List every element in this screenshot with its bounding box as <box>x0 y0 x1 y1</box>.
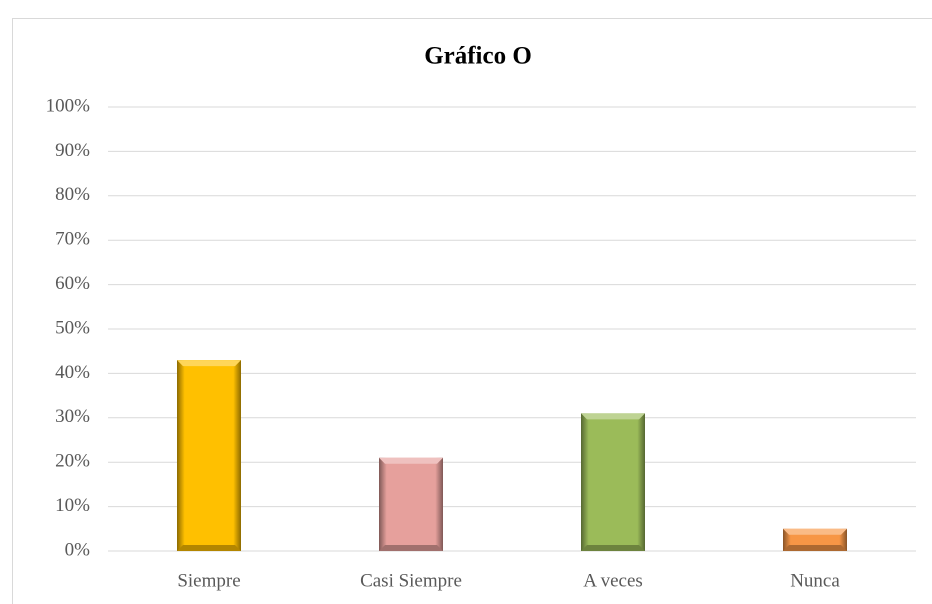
y-tick-label: 90% <box>55 140 90 161</box>
bar-bevel-bottom <box>581 545 645 551</box>
bar-bevel-top <box>379 457 443 464</box>
bar-bevel-top <box>177 360 241 367</box>
y-tick-label: 80% <box>55 184 90 205</box>
y-tick-label: 30% <box>55 406 90 427</box>
bar <box>177 360 241 551</box>
y-tick-label: 40% <box>55 362 90 383</box>
y-tick-label: 50% <box>55 317 90 338</box>
bar-bevel-bottom <box>379 545 443 551</box>
bar-bevel-bottom <box>177 545 241 551</box>
bar <box>581 413 645 551</box>
y-tick-label: 0% <box>65 539 91 560</box>
bar-bevel-bottom <box>783 545 847 551</box>
chart-title: Gráfico O <box>424 43 532 70</box>
y-tick-label: 70% <box>55 229 90 250</box>
bar-bevel-top <box>783 528 847 535</box>
x-tick-label: Siempre <box>177 570 240 591</box>
x-tick-label: A veces <box>583 570 643 591</box>
y-tick-label: 60% <box>55 273 90 294</box>
y-tick-label: 10% <box>55 495 90 516</box>
bar-bevel-top <box>581 413 645 420</box>
x-tick-label: Nunca <box>790 570 840 591</box>
y-tick-label: 20% <box>55 451 90 472</box>
bar <box>379 457 443 551</box>
chart-frame <box>12 18 932 604</box>
x-tick-label: Casi Siempre <box>360 570 462 591</box>
y-tick-label: 100% <box>46 95 91 116</box>
